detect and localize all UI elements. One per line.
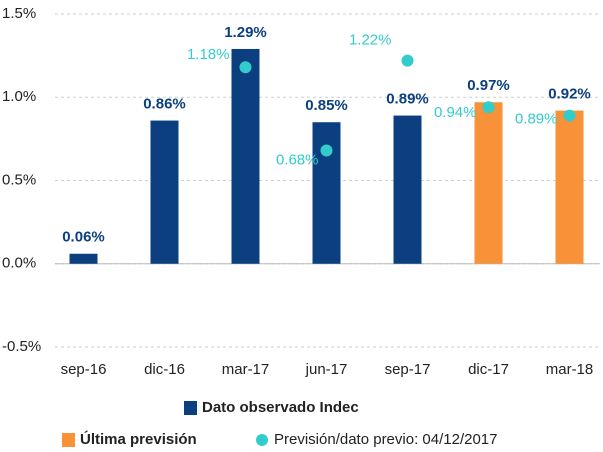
x-tick-label: dic-17 xyxy=(468,361,509,378)
data-label: 0.85% xyxy=(305,97,348,114)
point xyxy=(239,61,252,74)
data-label: 0.97% xyxy=(467,77,510,94)
data-label: 1.22% xyxy=(349,32,392,49)
x-tick-label: sep-16 xyxy=(61,361,107,378)
legend-swatch xyxy=(62,433,75,447)
legend-swatch xyxy=(256,434,268,446)
y-tick-label: 1.5% xyxy=(2,5,36,22)
data-label: 0.92% xyxy=(548,86,591,103)
data-label: 0.89% xyxy=(386,91,429,108)
legend-label: Previsión/dato previo: 04/12/2017 xyxy=(274,431,497,448)
x-tick-label: dic-16 xyxy=(144,361,185,378)
bar xyxy=(555,110,584,264)
x-tick-label: mar-17 xyxy=(222,361,270,378)
y-tick-label: 1.0% xyxy=(2,88,36,105)
bar xyxy=(231,48,260,264)
bar xyxy=(393,115,422,264)
y-tick-label: -0.5% xyxy=(2,338,41,355)
x-tick-label: jun-17 xyxy=(305,361,348,378)
data-label: 0.68% xyxy=(276,151,319,168)
legend-label: Dato observado Indec xyxy=(202,399,359,416)
y-tick-label: 0.5% xyxy=(2,171,36,188)
data-label: 0.86% xyxy=(143,96,186,113)
bar xyxy=(474,102,503,264)
point xyxy=(320,144,333,157)
bar xyxy=(69,253,98,264)
legend-label: Última previsión xyxy=(80,430,197,448)
data-label: 0.06% xyxy=(62,229,105,246)
y-tick-label: 0.0% xyxy=(2,255,36,272)
point xyxy=(401,54,414,67)
data-label: 1.18% xyxy=(187,46,230,63)
data-label: 1.29% xyxy=(224,24,267,41)
x-tick-label: mar-18 xyxy=(546,361,594,378)
x-tick-label: sep-17 xyxy=(385,361,431,378)
bar xyxy=(150,120,179,264)
point xyxy=(563,109,576,122)
data-label: 0.94% xyxy=(434,104,477,121)
bar xyxy=(312,122,341,264)
point xyxy=(482,101,495,114)
legend-swatch xyxy=(184,401,197,415)
data-label: 0.89% xyxy=(515,111,558,128)
